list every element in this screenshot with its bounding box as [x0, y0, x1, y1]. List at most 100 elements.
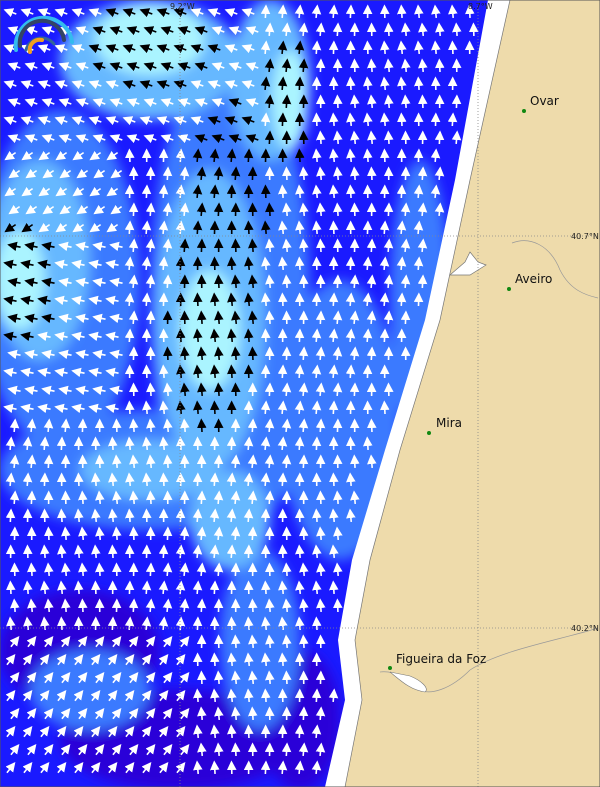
current-arrow — [384, 58, 394, 73]
current-arrow — [315, 382, 326, 397]
current-arrow — [128, 672, 139, 684]
current-arrow — [226, 544, 237, 559]
current-arrow — [277, 292, 288, 307]
current-arrow — [209, 580, 220, 595]
current-arrow — [414, 76, 424, 91]
current-arrow — [312, 184, 322, 199]
current-arrow — [197, 382, 207, 397]
current-arrow — [315, 310, 326, 325]
current-arrow — [230, 490, 241, 505]
current-arrow — [243, 508, 254, 523]
current-arrow — [61, 526, 71, 541]
current-arrow — [277, 364, 288, 379]
current-arrow — [124, 328, 135, 343]
current-arrow — [26, 672, 37, 684]
current-arrow — [379, 220, 390, 235]
current-arrow — [92, 385, 106, 396]
current-arrow — [329, 508, 339, 523]
current-arrow — [333, 490, 343, 505]
current-arrow — [43, 636, 54, 648]
current-arrow — [282, 238, 292, 253]
current-arrow — [244, 328, 254, 343]
current-arrow — [366, 274, 377, 289]
current-arrow — [447, 40, 458, 55]
current-arrow — [265, 310, 275, 325]
current-arrow — [92, 26, 106, 36]
current-arrow — [54, 8, 68, 18]
current-arrow — [248, 310, 258, 325]
current-arrow — [139, 116, 153, 126]
current-arrow — [162, 274, 173, 289]
current-arrow — [90, 726, 101, 738]
current-arrow — [22, 472, 33, 487]
current-arrow — [312, 148, 322, 163]
current-arrow — [111, 672, 122, 684]
current-arrow — [5, 580, 16, 595]
current-arrow — [210, 328, 220, 343]
current-arrow — [295, 184, 305, 199]
current-arrow — [349, 382, 360, 397]
current-arrow — [94, 744, 105, 756]
current-arrow — [126, 98, 140, 108]
current-arrow — [190, 80, 204, 90]
current-arrow — [260, 580, 271, 595]
current-arrow — [24, 241, 38, 252]
current-arrow — [145, 708, 156, 720]
current-arrow — [109, 349, 123, 360]
current-arrow — [295, 220, 305, 235]
current-arrow — [37, 44, 51, 54]
current-arrow — [294, 364, 305, 379]
current-arrow — [311, 760, 322, 775]
current-arrow — [417, 202, 428, 217]
current-arrow — [6, 616, 16, 631]
current-arrow — [282, 274, 292, 289]
current-arrow — [54, 295, 68, 306]
current-arrow — [57, 580, 67, 595]
current-arrow — [26, 744, 37, 756]
current-arrow — [281, 742, 292, 757]
current-arrow — [94, 454, 105, 469]
current-arrow — [281, 58, 292, 73]
current-arrow — [179, 562, 190, 577]
current-arrow — [71, 44, 85, 54]
current-arrow — [211, 98, 225, 108]
current-arrow — [383, 274, 394, 289]
current-arrow — [91, 472, 101, 487]
current-arrow — [190, 44, 204, 54]
current-arrow — [400, 238, 411, 253]
current-arrow — [145, 310, 156, 325]
current-arrow — [193, 400, 203, 415]
current-arrow — [214, 310, 224, 325]
city-label-ovar: Ovar — [530, 94, 559, 108]
current-arrow — [316, 130, 326, 145]
current-arrow — [41, 134, 55, 144]
current-arrow — [43, 454, 54, 469]
current-arrow — [24, 313, 38, 324]
current-arrow — [345, 4, 356, 19]
current-arrow — [106, 186, 119, 197]
current-arrow — [190, 8, 204, 18]
current-arrow — [20, 331, 34, 342]
current-arrow — [213, 202, 224, 217]
current-arrow — [193, 328, 203, 343]
current-arrow — [55, 186, 68, 197]
current-arrow — [95, 562, 105, 577]
current-arrow — [22, 762, 33, 774]
lon-label: 9.2°W — [170, 2, 195, 11]
current-arrow — [260, 4, 271, 19]
current-arrow — [196, 202, 207, 217]
current-arrow — [90, 580, 101, 595]
current-arrow — [20, 80, 34, 90]
current-arrow — [126, 62, 140, 72]
current-arrow — [40, 544, 50, 559]
current-arrow — [196, 418, 207, 433]
current-arrow — [9, 708, 20, 720]
current-arrow — [56, 762, 67, 774]
current-arrow — [413, 220, 424, 235]
current-arrow — [173, 8, 187, 18]
current-arrow — [265, 274, 275, 289]
current-arrow — [401, 22, 411, 37]
current-arrow — [299, 634, 309, 649]
